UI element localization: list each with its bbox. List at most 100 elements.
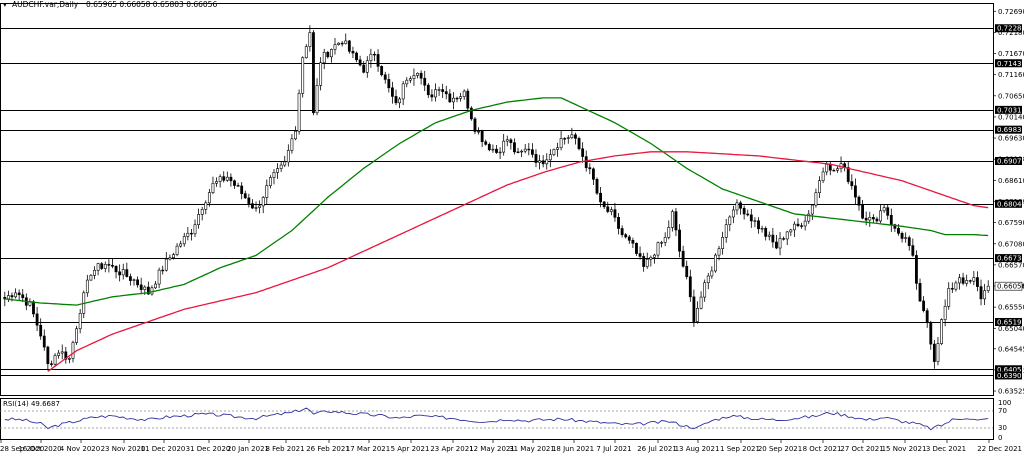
x-tick-label: 31 Dec 2020 <box>186 445 231 453</box>
horizontal-levels <box>0 28 993 376</box>
candle-body <box>103 264 107 269</box>
candle-body <box>251 203 254 209</box>
candle-body <box>480 130 484 143</box>
candle-body <box>268 177 272 186</box>
candle-body <box>279 164 283 169</box>
ma-slow-line <box>47 151 989 372</box>
main-pane-frame <box>0 3 994 396</box>
rsi-tick-label: 0 <box>998 434 1002 442</box>
candle-body <box>983 290 987 300</box>
candle-body <box>541 160 545 165</box>
candle-body <box>53 355 57 365</box>
candle-body <box>746 213 750 216</box>
candle-body <box>979 286 983 300</box>
candle-body <box>577 138 581 150</box>
candle-body <box>498 151 502 154</box>
candle-body <box>448 93 452 103</box>
rsi-tick-label: 100 <box>998 399 1011 407</box>
level-tag-box <box>995 365 1022 374</box>
candle-body <box>286 150 290 163</box>
x-tick-label: 27 Oct 2021 <box>840 445 883 453</box>
x-tick-label: 16 Oct 2020 <box>18 445 61 453</box>
candle-body <box>850 181 854 187</box>
x-tick-label: 22 Dec 2021 <box>977 445 1022 453</box>
candle-body <box>559 138 563 149</box>
candle-body <box>179 243 183 247</box>
candle-body <box>846 167 850 182</box>
candle-body <box>50 363 53 365</box>
candle-body <box>796 223 800 227</box>
level-tag-label: 0.68044 <box>997 200 1024 208</box>
candle-body <box>304 46 308 59</box>
candle-body <box>976 277 979 287</box>
candle-body <box>46 346 50 365</box>
candle-body <box>922 300 926 311</box>
candle-body <box>857 196 861 206</box>
candle-body <box>362 64 366 73</box>
candle-body <box>911 245 915 256</box>
candle-body <box>351 51 355 54</box>
candle-body <box>871 217 875 220</box>
candle-body <box>574 134 577 139</box>
x-tick-label: 23 Apr 2021 <box>430 445 473 453</box>
candle-body <box>961 277 965 284</box>
candle-body <box>319 62 323 86</box>
candle-body <box>925 310 929 323</box>
candle-body <box>825 164 829 173</box>
level-tag-box <box>995 125 1022 134</box>
x-tick-label: 7 Jul 2021 <box>596 445 631 453</box>
candle-body <box>204 202 208 210</box>
x-tick-label: 17 Mar 2021 <box>346 445 390 453</box>
x-tick-label: 26 Feb 2021 <box>306 445 350 453</box>
candle-body <box>606 206 610 212</box>
candle-body <box>143 286 147 290</box>
candle-body <box>225 176 229 181</box>
x-tick-label: 3 Dec 2021 <box>926 445 966 453</box>
candle-body <box>236 185 240 187</box>
candle-body <box>721 237 725 250</box>
candle-body <box>889 215 893 225</box>
candle-body <box>972 277 976 282</box>
candle-body <box>520 150 524 153</box>
candle-body <box>401 83 405 100</box>
candle-body <box>146 286 150 295</box>
candle-body <box>154 283 157 289</box>
menu-triangle-icon[interactable]: ▾ <box>3 0 7 9</box>
x-tick-label: 20 Sep 2021 <box>758 445 802 453</box>
candle-body <box>706 275 710 283</box>
candle-body <box>89 275 93 281</box>
level-tag-box <box>995 59 1022 68</box>
candle-body <box>638 253 642 257</box>
candle-body <box>484 141 488 145</box>
candle-body <box>613 209 617 218</box>
candle-body <box>548 154 552 161</box>
candle-body <box>620 228 624 235</box>
candle-body <box>276 168 279 173</box>
level-tag-box <box>995 254 1022 263</box>
rsi-pane-frame <box>0 398 994 440</box>
candle-body <box>96 263 100 271</box>
x-tick-label: 26 Jul 2021 <box>637 445 677 453</box>
candle-body <box>114 265 118 273</box>
candle-body <box>968 280 972 282</box>
candle-body <box>477 130 480 133</box>
candle-body <box>254 207 258 209</box>
candle-body <box>656 242 660 256</box>
candle-body <box>915 255 918 284</box>
x-tick-label: 28 Sep 2020 <box>0 445 44 453</box>
candle-body <box>667 227 671 238</box>
candle-body <box>803 220 807 227</box>
candle-body <box>233 180 236 186</box>
candle-body <box>462 90 466 97</box>
candle-body <box>789 229 793 233</box>
level-tag-label: 0.69077 <box>997 158 1024 166</box>
candle-body <box>595 178 599 194</box>
level-tag-label: 0.71436 <box>997 60 1024 68</box>
candle-body <box>810 204 814 215</box>
candle-body <box>405 79 409 85</box>
candle-body <box>301 57 305 94</box>
